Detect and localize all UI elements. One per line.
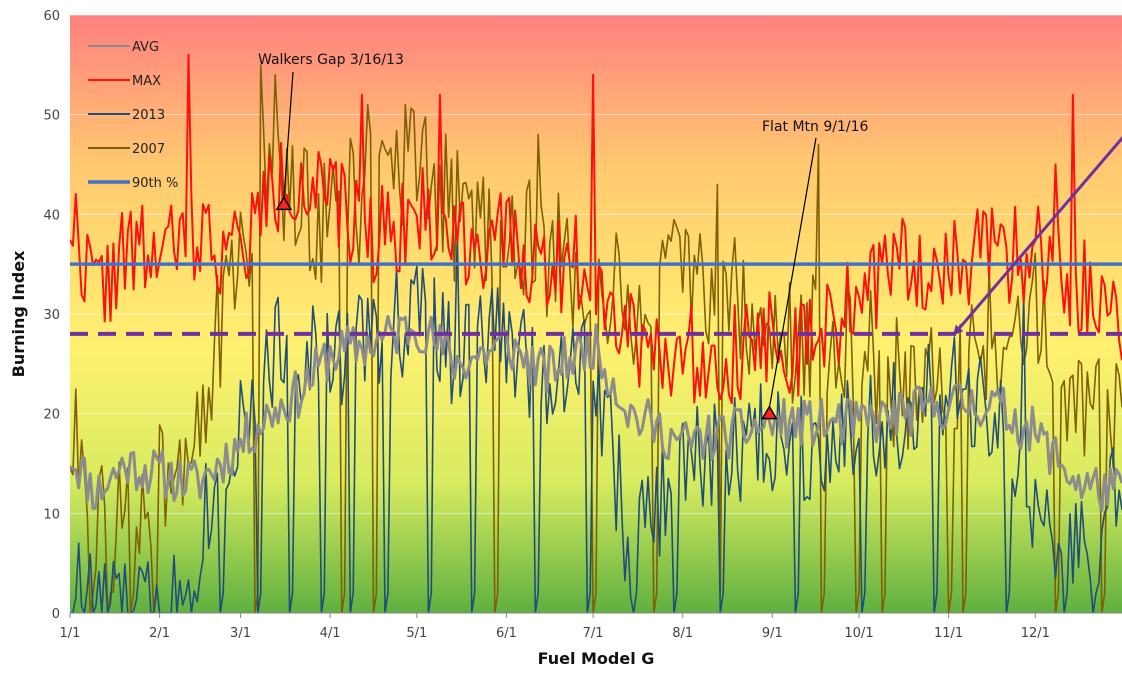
annotation-leader-line [283, 71, 294, 199]
event-marker-triangle [275, 195, 293, 211]
legend: AVG MAX 2013 2007 90th % [88, 40, 178, 191]
x-tick-label: 9/1 [762, 626, 783, 641]
y-tick-label: 60 [43, 9, 60, 24]
series-line-avg [70, 314, 1122, 512]
x-tick-label: 8/1 [672, 626, 693, 641]
legend-label: AVG [132, 40, 159, 55]
y-tick-label: 20 [43, 408, 60, 423]
annotation-leader-line [768, 137, 817, 408]
y-axis-ticks: 0 10 20 30 40 50 60 [43, 9, 60, 622]
y-tick-label: 50 [43, 109, 60, 124]
event-marker-triangle [761, 405, 778, 420]
purple-arrow [953, 135, 1122, 336]
x-axis-ticks: 1/1 2/1 3/1 4/1 5/1 6/1 7/1 8/1 9/1 10/1 11/1 12/1 [60, 613, 1050, 641]
x-tick-label: 7/1 [583, 626, 604, 641]
legend-label: MAX [132, 74, 161, 89]
annotation-label: Flat Mtn 9/1/16 [762, 119, 869, 135]
x-tick-label: 11/1 [934, 626, 963, 641]
x-tick-label: 3/1 [230, 626, 251, 641]
x-tick-label: 5/1 [406, 626, 427, 641]
x-tick-label: 1/1 [60, 626, 81, 641]
series-lines [70, 53, 1122, 613]
x-tick-label: 10/1 [844, 626, 873, 641]
x-tick-label: 2/1 [149, 626, 170, 641]
y-tick-label: 0 [52, 607, 60, 622]
y-tick-label: 30 [43, 308, 60, 323]
x-tick-label: 12/1 [1021, 626, 1050, 641]
x-tick-label: 6/1 [496, 626, 517, 641]
y-axis-title: Burning Index [9, 250, 28, 377]
legend-label: 2013 [132, 108, 165, 123]
y-tick-label: 40 [43, 208, 60, 223]
legend-label: 2007 [132, 142, 165, 157]
legend-label: 90th % [132, 176, 178, 191]
y-tick-label: 10 [43, 507, 60, 522]
x-axis-title: Fuel Model G [538, 649, 655, 668]
reference-lines [70, 135, 1122, 336]
series-line-2007 [70, 64, 1122, 613]
series-line-max [70, 53, 1122, 405]
annotation-label: Walkers Gap 3/16/13 [258, 52, 404, 68]
annotations: Walkers Gap 3/16/13 Flat Mtn 9/1/16 [258, 52, 869, 420]
x-tick-label: 4/1 [320, 626, 341, 641]
